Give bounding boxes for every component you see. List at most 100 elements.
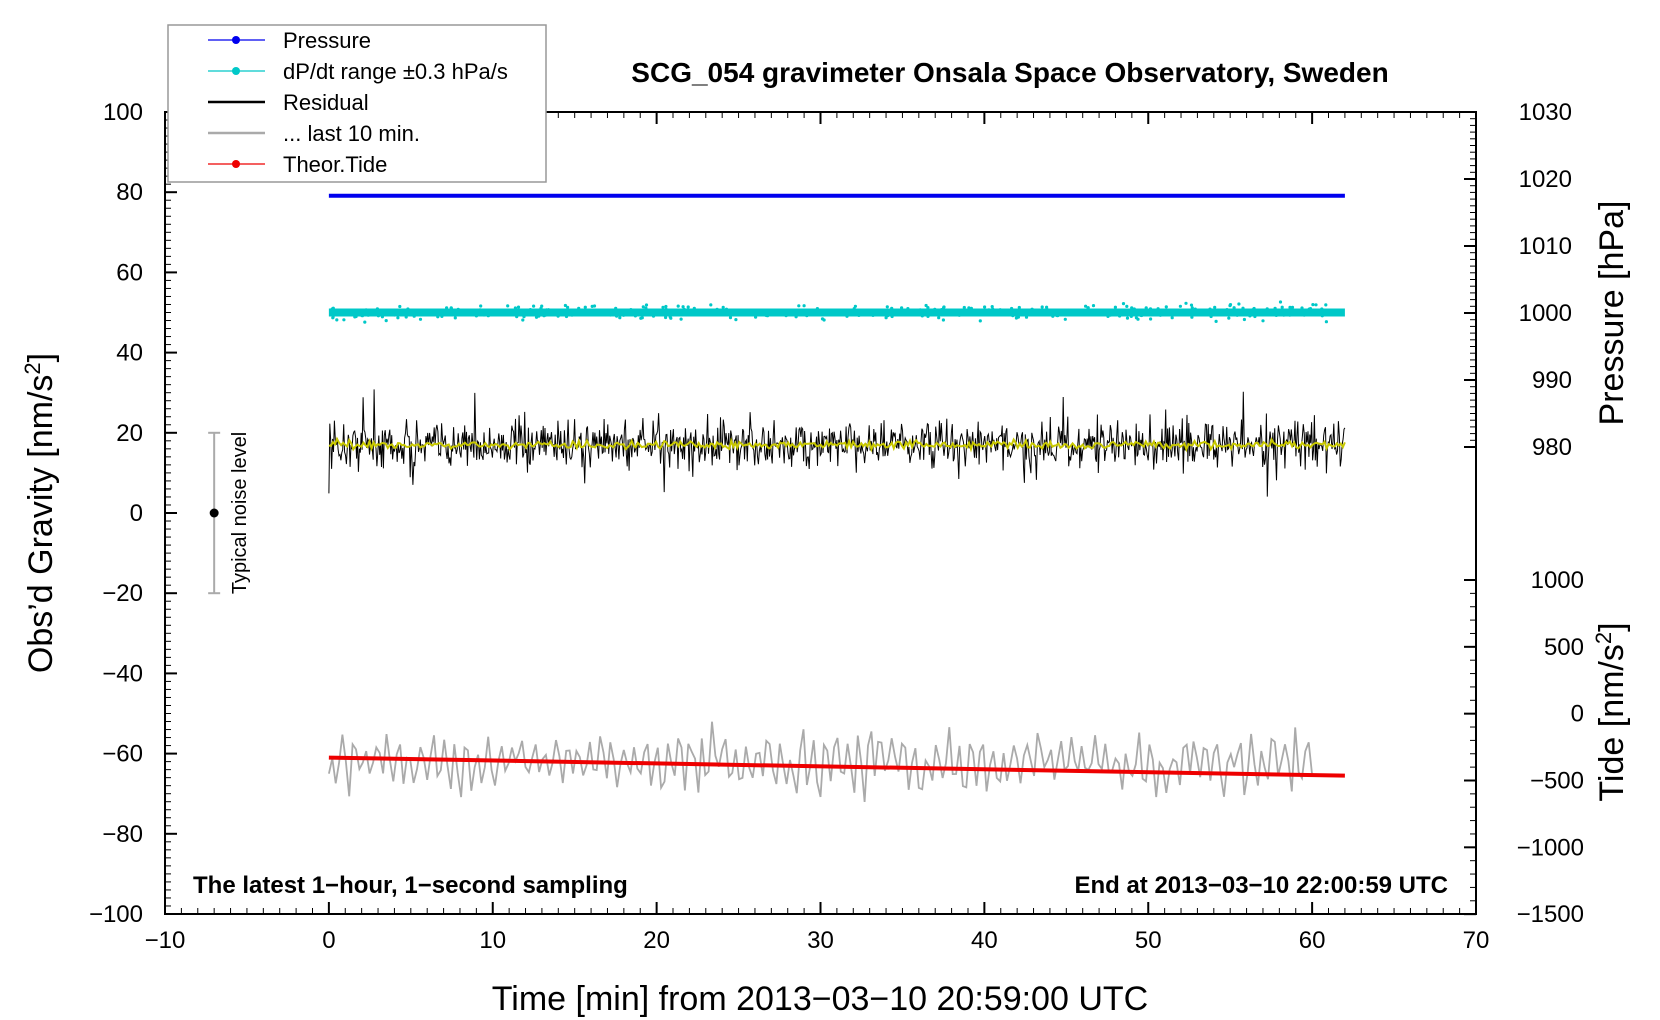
series-dpdt-point (564, 314, 569, 319)
series-dpdt-point (641, 305, 645, 309)
tide-axis-title-superscript: 2 (1591, 632, 1616, 644)
series-dpdt-point (719, 309, 724, 313)
series-dpdt-point (634, 311, 638, 315)
series-dpdt-point (594, 312, 598, 316)
series-dpdt-point (683, 308, 687, 312)
series-dpdt-point (768, 309, 773, 313)
series-dpdt-point (546, 308, 551, 312)
y-axis-title-main: Obs’d Gravity [nm/s (22, 375, 60, 674)
series-dpdt-point (436, 315, 440, 319)
series-dpdt-point (603, 312, 607, 316)
series-dpdt-point (1320, 314, 1324, 318)
series-dpdt-point (1035, 310, 1039, 314)
series-dpdt-point (829, 309, 834, 313)
series-dpdt-point (613, 311, 617, 315)
series-dpdt-point (1188, 309, 1192, 313)
series-dpdt-point (1205, 310, 1209, 314)
series-dpdt-point (478, 308, 482, 312)
series-dpdt-point (1091, 304, 1096, 308)
series-dpdt-point (376, 309, 380, 313)
series-dpdt-point (1118, 312, 1122, 316)
series-dpdt-point (389, 309, 393, 313)
series-dpdt-point (521, 318, 525, 322)
series-dpdt-point (471, 313, 475, 317)
series-dpdt-point (583, 305, 587, 309)
series-dpdt-point (1138, 309, 1142, 313)
series-dpdt-point (1284, 313, 1289, 317)
pressure-tick-label: 1030 (1519, 99, 1572, 126)
series-dpdt-point (522, 315, 526, 319)
series-dpdt-point (797, 304, 801, 308)
series-dpdt-point (491, 312, 495, 316)
series-dpdt-point (932, 313, 936, 317)
series-dpdt-point (375, 307, 379, 311)
series-dpdt-point (1288, 305, 1292, 309)
series-dpdt-point (679, 317, 683, 321)
series-dpdt-point (614, 306, 618, 310)
series-dpdt-point (1051, 314, 1055, 318)
series-dpdt-point (926, 306, 930, 310)
series-dpdt-point (396, 316, 400, 320)
series-dpdt-point (890, 314, 894, 319)
noise-level-label: Typical noise level (229, 432, 251, 594)
series-dpdt-point (361, 309, 366, 313)
series-dpdt-point (1213, 305, 1217, 309)
series-dpdt-point (1237, 302, 1241, 306)
series-dpdt-point (1290, 312, 1295, 316)
series-dpdt-point (725, 311, 729, 315)
legend-box (167, 24, 547, 183)
series-dpdt-point (1300, 306, 1304, 310)
series-dpdt-point (1003, 312, 1007, 317)
y-axis-title-close: ] (22, 353, 60, 362)
series-dpdt-point (852, 307, 856, 311)
series-dpdt-point (822, 318, 826, 322)
y-tick-label: −40 (102, 660, 143, 687)
series-dpdt-point (743, 312, 747, 316)
series-dpdt-point (1261, 319, 1265, 323)
series-dpdt-point (456, 313, 460, 317)
series-dpdt-point (857, 313, 861, 317)
series-dpdt-point (560, 311, 564, 315)
series-dpdt-point (871, 313, 875, 317)
series-dpdt-point (482, 312, 486, 316)
series-dpdt-point (652, 312, 656, 316)
series-dpdt-point (1010, 306, 1014, 311)
series-dpdt-point (1159, 310, 1163, 314)
series-dpdt-point (1178, 304, 1182, 308)
series-dpdt-point (1106, 314, 1110, 318)
series-dpdt-point (917, 312, 922, 316)
y-axis-ticks: 100 80 60 40 20 0 −20 −40 −60 −80 −100 (89, 99, 177, 928)
x-axis-ticks: −10 0 10 20 30 40 50 60 70 (145, 112, 1489, 954)
series-dpdt-point (884, 316, 888, 320)
series-dpdt-point (1265, 307, 1269, 311)
series-dpdt-point (1136, 317, 1140, 321)
series-dpdt-point (996, 312, 1000, 316)
series-dpdt-point (805, 314, 809, 318)
series-dpdt-point (845, 314, 849, 318)
series-residual-line (328, 389, 1346, 497)
series-dpdt-point (456, 307, 460, 311)
series-dpdt-point (1248, 311, 1252, 315)
series-dpdt-point (753, 310, 757, 314)
series-dpdt-point (1041, 311, 1045, 315)
series-dpdt-point (464, 311, 469, 315)
series-dpdt-point (353, 315, 357, 319)
series-dpdt-point (441, 308, 446, 313)
series-dpdt-point (432, 312, 437, 316)
series-dpdt-point (513, 306, 518, 310)
series-dpdt-point (338, 311, 342, 316)
x-tick-label: 0 (322, 927, 335, 954)
series-dpdt-point (366, 313, 370, 317)
series-dpdt-point (702, 312, 706, 316)
series-dpdt-band (328, 308, 1345, 317)
series-dpdt-point (453, 316, 457, 320)
series-dpdt-point (1267, 311, 1271, 315)
series-dpdt-point (1012, 312, 1017, 316)
y-tick-label: 80 (116, 179, 143, 206)
series-dpdt-point (1228, 303, 1233, 307)
series-dpdt-point (556, 314, 560, 318)
series-dpdt-point (1253, 314, 1257, 319)
series-dpdt-point (1130, 306, 1134, 310)
series-dpdt-point (486, 314, 490, 318)
series-dpdt-point (815, 310, 819, 314)
